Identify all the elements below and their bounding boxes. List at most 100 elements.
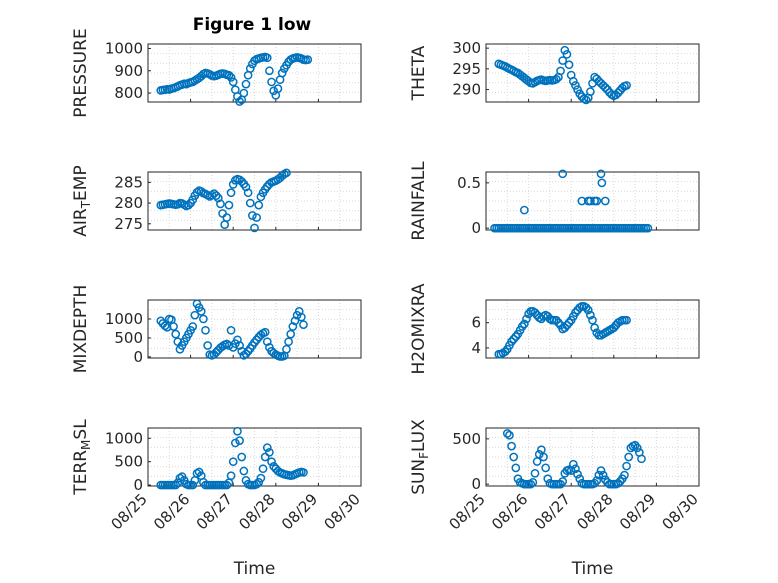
data-point [592, 476, 602, 485]
data-point [564, 60, 574, 70]
y-axis-label: TERRMSL [71, 419, 93, 496]
data-point [269, 462, 279, 471]
y-axis-label: H2OMIXRA [409, 283, 429, 374]
data-point [256, 192, 266, 202]
y-tick-label: 0.5 [457, 174, 481, 192]
data-point [596, 169, 606, 179]
data-point [624, 452, 634, 462]
data-point [500, 347, 510, 357]
data-point [284, 337, 293, 347]
data-point [209, 350, 219, 359]
data-point [611, 90, 621, 100]
y-tick-label: 1000 [105, 310, 143, 328]
y-tick-label: 300 [452, 39, 481, 57]
y-tick-label: 500 [452, 430, 481, 448]
data-point [568, 459, 578, 469]
data-point [590, 323, 599, 333]
data-point [511, 463, 521, 473]
data-point [594, 470, 604, 480]
x-tick-label: 08/27 [193, 490, 236, 533]
data-point [303, 55, 313, 64]
data-point [235, 341, 244, 350]
data-point [201, 325, 210, 335]
data-point [290, 316, 300, 326]
y-axis-label: MIXDEPTH [71, 285, 91, 374]
data-point [632, 443, 642, 453]
y-tick-label: 1000 [105, 429, 143, 447]
data-point [269, 86, 279, 96]
data-point [226, 73, 236, 82]
data-point [199, 314, 208, 324]
data-point [222, 480, 232, 490]
data-point [528, 478, 538, 487]
data-point [224, 70, 234, 80]
y-tick-label: 6 [471, 314, 481, 332]
data-point [586, 196, 595, 206]
data-point [218, 209, 227, 218]
data-point [613, 478, 623, 488]
x-tick-label: 08/26 [488, 490, 531, 533]
y-tick-label: 800 [114, 84, 143, 102]
subplot-grid: 800 900 1000 PRESSURE 290 295 300 THETA 275 280 28… [71, 28, 702, 579]
data-point [282, 168, 291, 178]
data-point [273, 84, 283, 93]
x-tick-label: 08/28 [235, 490, 278, 533]
data-point [581, 303, 591, 312]
data-point [507, 337, 516, 346]
y-tick-label: 290 [452, 81, 481, 99]
data-point [209, 189, 219, 198]
data-point [254, 200, 264, 210]
data-point [233, 426, 242, 436]
data-point [613, 88, 623, 98]
data-point [622, 81, 631, 90]
data-point [162, 322, 172, 332]
data-point [519, 205, 529, 215]
data-point [262, 443, 272, 452]
x-tick-label: 08/25 [108, 490, 151, 533]
y-tick-label: 295 [452, 60, 481, 78]
data-point [160, 321, 170, 331]
data-point [622, 461, 631, 471]
data-point [620, 470, 629, 480]
data-point [558, 169, 568, 179]
y-tick-label: 0 [133, 348, 143, 366]
data-point [556, 66, 565, 76]
data-point [551, 315, 561, 325]
x-tick-label: 08/30 [659, 490, 702, 533]
data-point [560, 45, 570, 55]
axes-frame [485, 299, 700, 359]
data-point [622, 315, 631, 325]
data-point [196, 307, 206, 316]
data-point [532, 457, 542, 466]
data-point [571, 464, 580, 474]
data-point [243, 188, 253, 198]
sun_flux-axes: 0 500 08/25 08/26 08/27 08/28 08/29 08/30 SUNFLU… [409, 419, 702, 579]
x-axis-label: Time [233, 559, 276, 579]
data-point [260, 452, 270, 462]
y-tick-label: 500 [114, 453, 143, 471]
data-point [265, 66, 274, 76]
y-tick-label: 0 [471, 219, 481, 237]
data-point [190, 310, 200, 320]
data-point [184, 200, 193, 210]
data-point [573, 85, 582, 94]
y-tick-label: 285 [114, 173, 143, 191]
data-point [222, 339, 232, 349]
data-point [258, 464, 268, 474]
data-point [245, 64, 255, 73]
data-point [573, 469, 582, 479]
data-point [577, 196, 587, 206]
x-tick-label: 08/29 [278, 490, 321, 533]
data-point [252, 213, 261, 222]
pressure-axes: 800 900 1000 PRESSURE [71, 28, 362, 118]
data-point [637, 454, 646, 464]
data-point [241, 79, 251, 89]
data-point [256, 473, 266, 483]
data-point [522, 314, 531, 324]
data-point [505, 430, 514, 440]
data-point [564, 318, 574, 328]
data-point [235, 97, 244, 106]
data-point [588, 315, 597, 325]
data-point [245, 198, 255, 208]
